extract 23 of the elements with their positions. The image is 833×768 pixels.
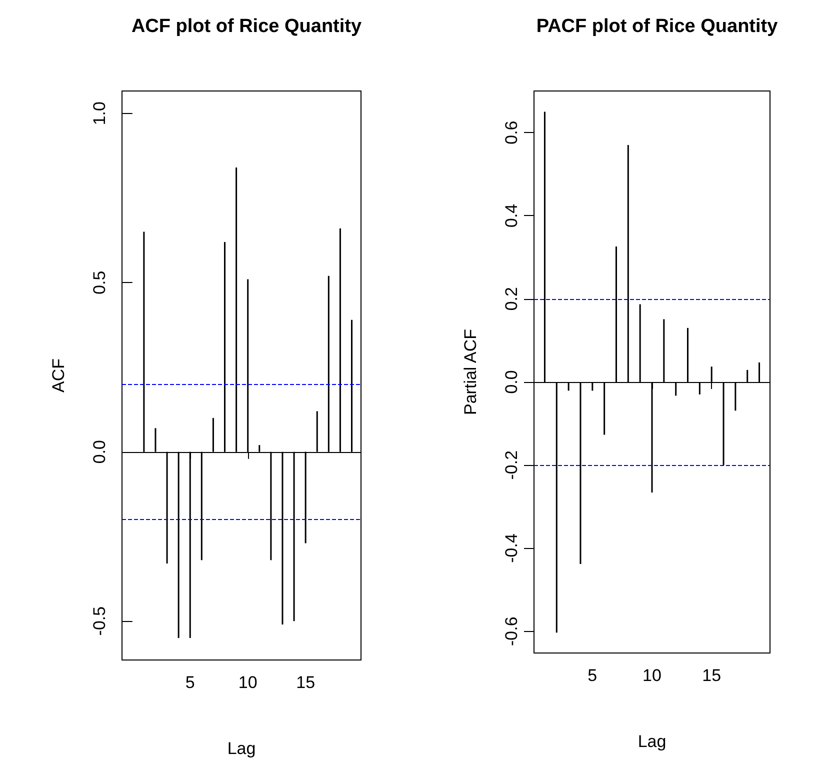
y-tick-label: -0.4 xyxy=(502,534,521,563)
chart-title: ACF plot of Rice Quantity xyxy=(131,16,362,37)
x-tick-label: 5 xyxy=(185,673,195,692)
y-tick-label: 1.0 xyxy=(90,102,109,126)
y-tick-label: -0.2 xyxy=(502,450,521,480)
y-tick-label: 0.5 xyxy=(90,270,109,294)
y-axis-title: Partial ACF xyxy=(461,329,480,415)
y-axis-title: ACF xyxy=(49,358,68,392)
x-tick-label: 15 xyxy=(296,673,316,692)
x-tick-label: 10 xyxy=(642,666,662,685)
y-tick-label: 0.4 xyxy=(502,204,521,228)
x-tick-label: 15 xyxy=(702,666,722,685)
y-tick-label: 0.0 xyxy=(502,370,521,394)
chart-title: PACF plot of Rice Quantity xyxy=(536,16,778,37)
x-axis-title: Lag xyxy=(638,732,666,751)
y-tick-label: 0.6 xyxy=(502,120,521,144)
x-axis-title: Lag xyxy=(227,739,256,758)
x-tick-label: 10 xyxy=(238,673,258,692)
y-tick-label: -0.5 xyxy=(90,606,109,636)
x-tick-label: 5 xyxy=(588,666,598,685)
y-tick-label: 0.0 xyxy=(90,440,109,464)
y-tick-label: -0.6 xyxy=(502,616,521,646)
y-tick-label: 0.2 xyxy=(502,287,521,311)
